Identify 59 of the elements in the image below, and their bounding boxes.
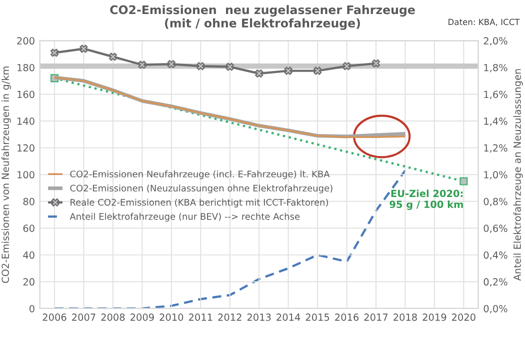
point [255,69,264,78]
point [314,66,322,75]
text: Daten: KBA, ICCT [448,18,520,26]
legend-label: CO2-Emissionen (Neuzulassungen ohne Elektrofahrzeuge) [70,184,332,194]
x-tick-label: 2008 [101,314,125,321]
legend-label: CO2-Emissionen Neufahrzeuge (incl. E-Fahrzeuge) lt. KBA [70,170,330,180]
point [196,62,205,70]
y2-tick-label: 1,6% [484,90,508,100]
x-tick-label: 2011 [188,314,212,321]
y2-tick-label: 0,8% [484,198,508,206]
point [372,59,380,68]
y2-tick-label: 0,2% [484,278,508,287]
annotation: EU-Ziel 2020: 95 g / 100 km [390,190,463,210]
y-axis-title: CO2-Emissionen von Neufahrzeugen in g/km [2,66,11,283]
x-tick-label: 2020 [452,314,476,321]
legend-label: Reale CO2-Emissionen (KBA berichtigt mit ICCT-Faktoren) [70,198,328,208]
x-tick-label: 2009 [130,314,154,321]
y2-tick-label: 1,4% [484,118,508,126]
y-tick-label: 180 [18,64,34,72]
x-tick-label: 2012 [218,314,242,321]
y-tick-label: 0 [29,304,34,312]
y-tick-label: 120 [18,144,34,152]
y-tick-label: 60 [23,224,34,232]
y-tick-label: 200 [17,37,34,45]
y2-tick-label: 2,0% [484,37,508,46]
y-tick-label: 20 [23,278,34,286]
point [80,44,88,53]
y2-tick-label: 1,2% [484,144,508,153]
x-tick-label: 2010 [160,314,184,321]
y-tick-label: 40 [23,251,34,259]
x-tick-label: 2014 [276,314,300,321]
point [167,60,176,68]
y-tick-label: 100 [18,171,34,178]
x-tick-label: 2017 [364,314,388,321]
x-tick-label: 2013 [247,314,271,321]
y2-tick-label: 0,6% [484,224,508,233]
y2-tick-label: 1,0% [484,171,508,180]
point [226,62,234,71]
y-tick-label: 80 [23,198,34,206]
x-tick-label: 2018 [394,314,417,321]
point [138,60,146,69]
chart-title: CO2-Emissionen neu zugelassener Fahrzeuge (mit / ohne Elektrofahrzeuge) [110,5,415,30]
x-tick-label: 2007 [72,314,96,321]
y2-tick-label: 0,4% [484,251,508,260]
x-tick-label: 2019 [422,314,446,321]
x-tick-label: 2015 [306,314,330,321]
y2-axis-title: Anteil Elektrofahrzeuge an Neuzulassungen [513,69,523,281]
point [50,48,59,57]
point [108,52,117,61]
x-tick-label: 2016 [335,314,359,321]
legend-label: Anteil Elektrofahrzeuge (nur BEV) --> rechte Achse [70,212,300,222]
y2-tick-label: 0,0% [484,304,508,314]
y2-tick-label: 1,8% [484,64,508,72]
x-tick-label: 2006 [42,314,66,321]
y-tick-label: 140 [18,118,34,125]
point [284,66,292,75]
point [460,177,468,186]
y-tick-label: 160 [18,90,34,98]
point [342,62,351,70]
